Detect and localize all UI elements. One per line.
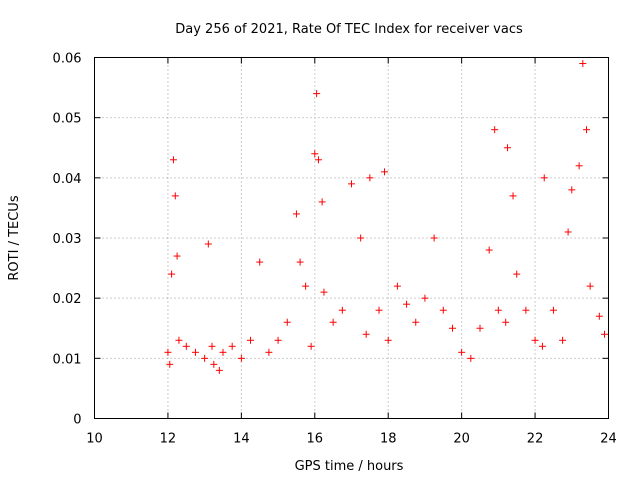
data-point [311,150,319,158]
data-point [215,366,223,374]
data-point [439,306,447,314]
data-point [393,282,401,290]
data-point [302,282,310,290]
gridlines [94,57,609,419]
x-tick-label: 16 [307,432,324,447]
data-point [595,312,603,320]
data-point [586,282,594,290]
y-tick-label: 0.06 [53,52,82,67]
data-point [504,144,512,152]
data-point [237,354,245,362]
data-point [338,306,346,314]
data-point [168,270,176,278]
data-point [256,258,264,266]
y-tick-label: 0.02 [53,292,82,307]
data-point [366,174,374,182]
data-point [467,354,475,362]
data-point [568,186,576,194]
data-point [485,246,493,254]
data-point [171,192,179,200]
data-point [182,342,190,350]
axis-ticks: 10 12 14 16 18 20 22 24 0 0.01 0.02 0.03 0.04 0.05 0.0… [53,52,617,447]
y-tick-label: 0.01 [53,352,82,367]
data-point [421,294,429,302]
y-tick-label: 0.05 [53,112,82,127]
data-point [522,306,530,314]
data-point [307,342,315,350]
data-point [381,168,389,176]
data-point [164,348,172,356]
x-tick-label: 24 [600,432,617,447]
data-point [559,336,567,344]
y-tick-label: 0.03 [53,232,82,247]
data-point [362,330,370,338]
data-point [204,240,212,248]
y-tick-label: 0.04 [53,172,82,187]
x-tick-label: 18 [380,432,397,447]
data-point [564,228,572,236]
data-point [601,330,608,338]
data-point [247,336,255,344]
data-point [283,318,291,326]
data-point [412,318,420,326]
data-point [384,336,392,344]
data-point [502,318,510,326]
x-tick-label: 22 [527,432,544,447]
data-point [458,348,466,356]
data-point [540,174,548,182]
data-point [579,60,587,68]
data-point [448,324,456,332]
data-point [274,336,282,344]
data-point [329,318,337,326]
data-points [164,60,608,374]
data-point [582,126,590,134]
data-point [357,234,365,242]
data-point [549,306,557,314]
data-point [210,360,218,368]
data-point [201,354,209,362]
chart-title: Day 256 of 2021, Rate Of TEC Index for r… [175,22,523,37]
data-point [430,234,438,242]
data-point [169,156,177,164]
data-point [403,300,411,308]
y-axis-label: ROTI / TECUs [7,195,22,280]
data-point [175,336,183,344]
data-point [208,342,216,350]
y-tick-label: 0 [73,413,81,428]
data-point [265,348,273,356]
data-point [494,306,502,314]
data-point [313,90,321,98]
data-point [166,360,174,368]
data-point [491,126,499,134]
data-point [318,198,326,206]
x-tick-label: 10 [86,432,103,447]
x-tick-label: 20 [453,432,470,447]
data-point [531,336,539,344]
data-point [292,210,300,218]
data-point [375,306,383,314]
x-tick-label: 14 [233,432,250,447]
data-point [575,162,583,170]
data-point [296,258,304,266]
data-point [314,156,322,164]
x-tick-label: 12 [160,432,177,447]
data-point [348,180,355,188]
data-point [513,270,521,278]
data-point [191,348,199,356]
data-point [320,288,328,296]
data-point [173,252,181,260]
data-point [219,348,227,356]
data-point [538,342,546,350]
data-point [509,192,517,200]
x-axis-label: GPS time / hours [295,459,404,474]
data-point [476,324,484,332]
data-point [228,342,236,350]
